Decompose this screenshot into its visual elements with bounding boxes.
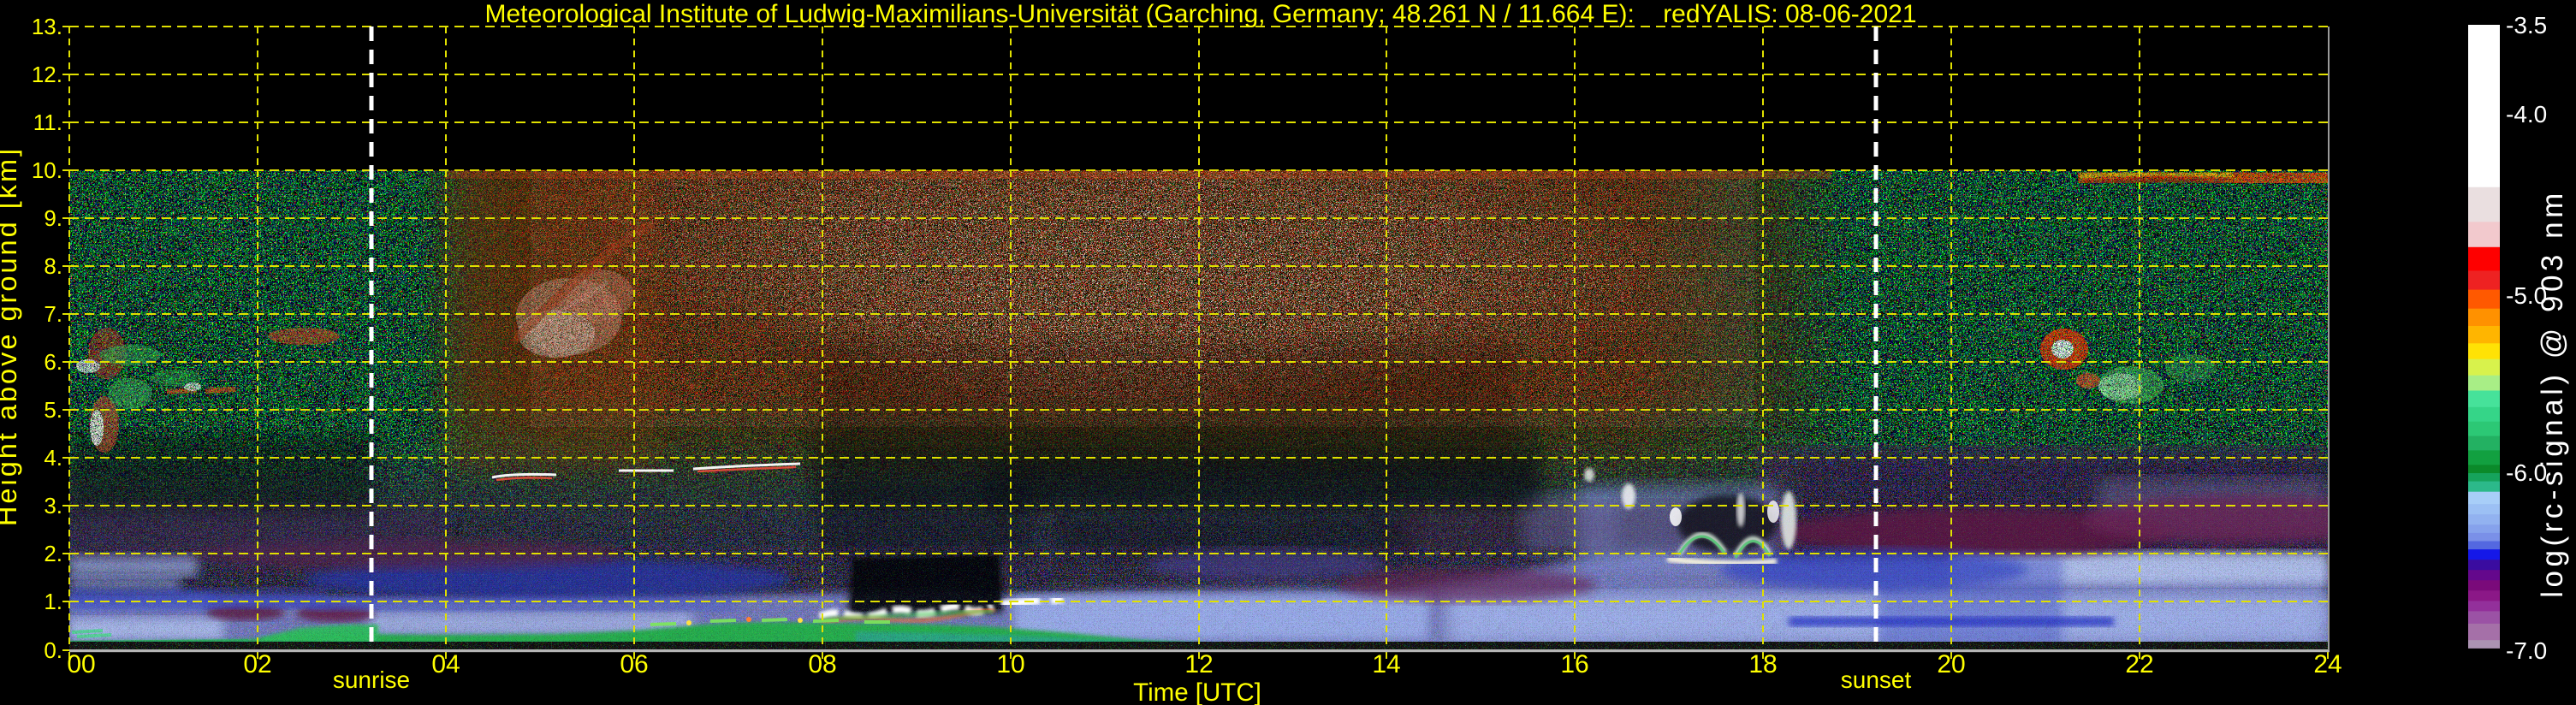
- svg-text:14: 14: [1372, 650, 1400, 678]
- svg-text:-5.0: -5.0: [2506, 282, 2547, 309]
- svg-text:20: 20: [1937, 650, 1965, 678]
- svg-text:-4.0: -4.0: [2506, 101, 2547, 127]
- svg-text:log(rc-signal) @ 903 nm: log(rc-signal) @ 903 nm: [2536, 189, 2569, 598]
- svg-text:08: 08: [808, 650, 836, 678]
- svg-text:02: 02: [243, 650, 271, 678]
- svg-text:24: 24: [2313, 650, 2342, 678]
- svg-text:22: 22: [2125, 650, 2153, 678]
- svg-text:18: 18: [1748, 650, 1777, 678]
- svg-text:5.: 5.: [44, 397, 62, 423]
- svg-text:10: 10: [996, 650, 1024, 678]
- svg-text:16: 16: [1560, 650, 1588, 678]
- svg-text:sunset: sunset: [1841, 666, 1912, 693]
- svg-text:2.: 2.: [44, 541, 62, 566]
- svg-text:Time [UTC]: Time [UTC]: [1133, 678, 1261, 705]
- svg-text:-7.0: -7.0: [2506, 637, 2547, 664]
- svg-text:00: 00: [67, 650, 95, 678]
- svg-text:-6.0: -6.0: [2506, 459, 2547, 486]
- svg-text:10.: 10.: [32, 157, 62, 183]
- svg-text:06: 06: [620, 650, 648, 678]
- svg-text:04: 04: [431, 650, 460, 678]
- svg-text:1.: 1.: [44, 589, 62, 614]
- svg-text:4.: 4.: [44, 445, 62, 471]
- svg-text:Meteorological Institute of Lu: Meteorological Institute of Ludwig-Maxim…: [484, 0, 1916, 28]
- svg-text:Height above ground [km]: Height above ground [km]: [0, 146, 22, 526]
- svg-text:7.: 7.: [44, 301, 62, 327]
- svg-text:13.: 13.: [32, 14, 62, 39]
- svg-text:3.: 3.: [44, 493, 62, 518]
- svg-text:sunrise: sunrise: [333, 666, 410, 693]
- svg-text:12: 12: [1184, 650, 1213, 678]
- svg-text:8.: 8.: [44, 253, 62, 279]
- svg-text:6.: 6.: [44, 349, 62, 375]
- svg-text:11.: 11.: [33, 110, 62, 135]
- svg-text:9.: 9.: [44, 205, 62, 231]
- svg-text:0.: 0.: [44, 637, 62, 663]
- svg-text:12.: 12.: [32, 62, 62, 87]
- svg-text:-3.5: -3.5: [2506, 12, 2547, 39]
